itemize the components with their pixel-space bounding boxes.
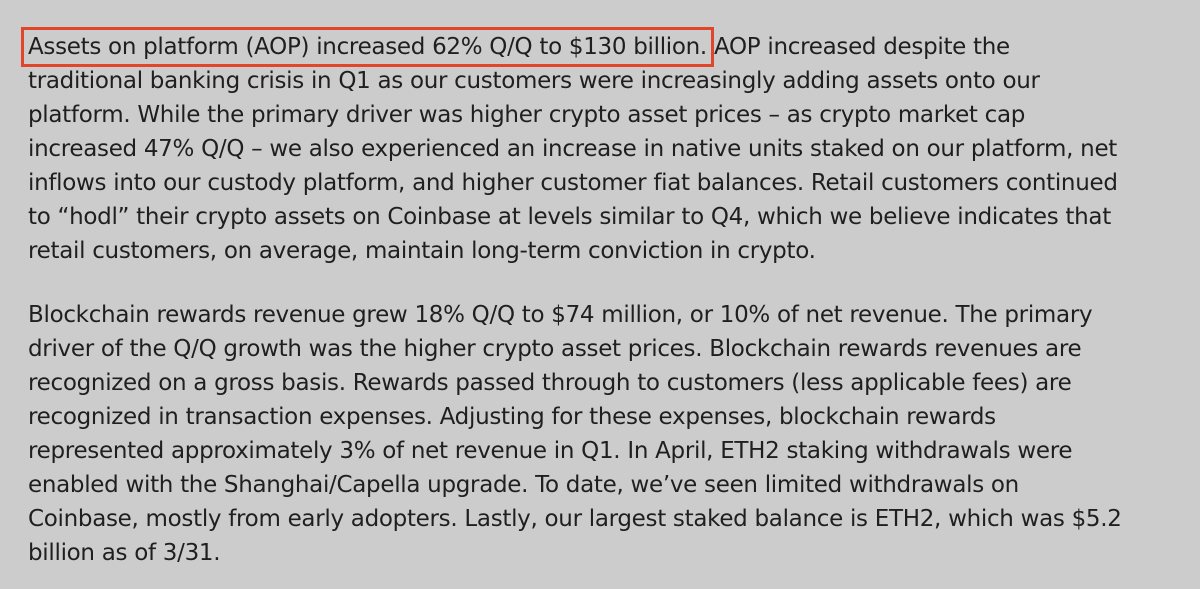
paragraph-aop-line: inflows into our custody platform, and h… — [28, 170, 1118, 196]
paragraph-rewards-line: Blockchain rewards revenue grew 18% Q/Q … — [28, 302, 1093, 328]
paragraph-aop-line: retail customers, on average, maintain l… — [28, 238, 816, 264]
paragraph-aop-line-1: Assets on platform (AOP) increased 62% Q… — [21, 27, 1172, 67]
paragraph-aop: Assets on platform (AOP) increased 62% Q… — [21, 27, 1172, 268]
first-line-rest: AOP increased despite the — [706, 34, 1010, 60]
paragraph-rewards-line: billion as of 3/31. — [28, 540, 221, 566]
paragraph-rewards-line: recognized on a gross basis. Rewards pas… — [28, 370, 1072, 396]
paragraph-aop-line: to “hodl” their crypto assets on Coinbas… — [28, 204, 1111, 230]
highlighted-sentence: Assets on platform (AOP) increased 62% Q… — [21, 27, 714, 67]
paragraph-rewards-line: recognized in transaction expenses. Adju… — [28, 404, 996, 430]
paragraph-aop-line: increased 47% Q/Q – we also experienced … — [28, 136, 1118, 162]
paragraph-rewards-line: enabled with the Shanghai/Capella upgrad… — [28, 472, 1019, 498]
paragraph-blockchain-rewards: Blockchain rewards revenue grew 18% Q/Q … — [28, 298, 1172, 570]
paragraph-rewards-line: Coinbase, mostly from early adopters. La… — [28, 506, 1122, 532]
paragraph-aop-line: platform. While the primary driver was h… — [28, 102, 1026, 128]
paragraph-rewards-line: driver of the Q/Q growth was the higher … — [28, 336, 1082, 362]
paragraph-rewards-line: represented approximately 3% of net reve… — [28, 438, 1073, 464]
paragraph-aop-line: traditional banking crisis in Q1 as our … — [28, 68, 1040, 94]
